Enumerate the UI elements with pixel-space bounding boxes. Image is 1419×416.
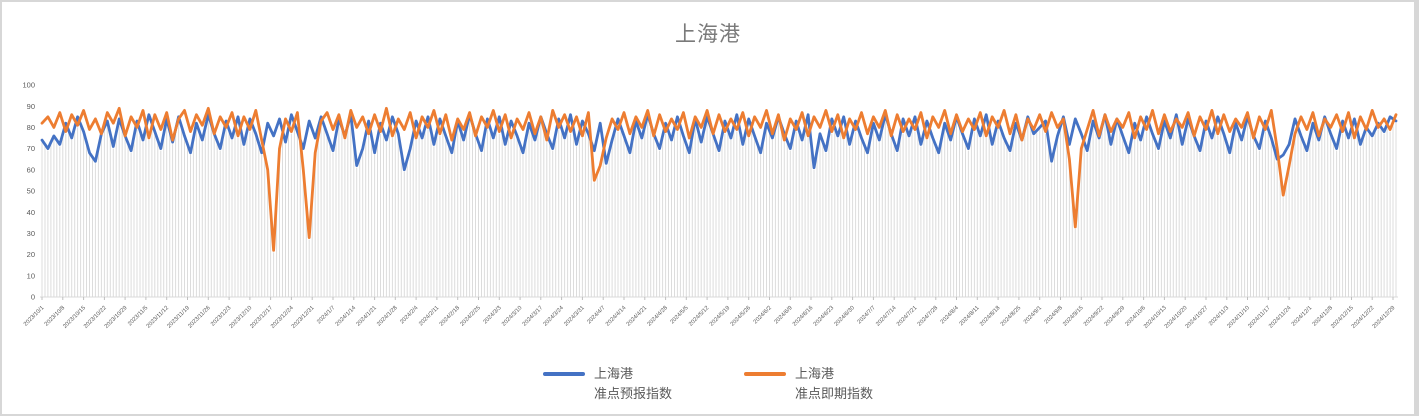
svg-text:2024/8/11: 2024/8/11 <box>959 305 981 327</box>
svg-text:2024/5/12: 2024/5/12 <box>688 305 710 327</box>
svg-text:20: 20 <box>27 250 35 259</box>
svg-text:2024/5/19: 2024/5/19 <box>709 305 731 327</box>
legend-line-sample-spot <box>744 371 786 376</box>
svg-text:2024/3/10: 2024/3/10 <box>501 305 523 327</box>
legend-label-spot-line1: 上海港 <box>795 365 835 381</box>
legend-item-forecast[interactable]: 上海港 准点预报指数 <box>542 364 672 404</box>
chart-legend: 上海港 准点预报指数 上海港 准点即期指数 <box>2 364 1414 404</box>
x-axis-labels: 2023/10/12023/10/82023/10/152023/10/2220… <box>23 297 1396 330</box>
svg-text:2024/4/21: 2024/4/21 <box>626 305 648 327</box>
svg-text:2024/8/25: 2024/8/25 <box>1000 305 1022 327</box>
svg-text:2024/2/4: 2024/2/4 <box>399 305 420 326</box>
svg-text:2024/7/28: 2024/7/28 <box>917 305 939 327</box>
svg-text:2024/9/15: 2024/9/15 <box>1062 305 1084 327</box>
svg-text:100: 100 <box>22 81 35 90</box>
legend-line-sample-forecast <box>542 371 585 376</box>
svg-text:2024/4/7: 2024/4/7 <box>586 305 606 325</box>
svg-text:2024/3/31: 2024/3/31 <box>563 305 585 327</box>
svg-text:2024/6/16: 2024/6/16 <box>792 305 814 327</box>
svg-text:80: 80 <box>27 123 35 132</box>
svg-text:0: 0 <box>31 293 35 302</box>
svg-text:40: 40 <box>27 208 35 217</box>
svg-text:2024/8/4: 2024/8/4 <box>940 305 961 326</box>
svg-text:2024/12/1: 2024/12/1 <box>1291 305 1313 327</box>
svg-text:2024/2/11: 2024/2/11 <box>418 305 440 327</box>
series-line-forecast[interactable] <box>40 113 1398 172</box>
svg-text:2024/6/23: 2024/6/23 <box>813 305 835 327</box>
svg-text:2024/1/28: 2024/1/28 <box>376 305 398 327</box>
svg-text:2024/1/14: 2024/1/14 <box>335 305 358 328</box>
chart-title: 上海港 <box>675 23 741 46</box>
svg-text:2024/1/21: 2024/1/21 <box>356 305 378 327</box>
svg-text:2024/4/28: 2024/4/28 <box>647 305 669 327</box>
svg-text:70: 70 <box>27 144 35 153</box>
svg-text:2024/9/22: 2024/9/22 <box>1083 305 1105 327</box>
series-line-spot[interactable] <box>40 106 1398 252</box>
svg-text:2024/6/9: 2024/6/9 <box>774 305 794 325</box>
legend-label-spot: 上海港 准点即期指数 <box>795 364 873 404</box>
svg-text:50: 50 <box>27 187 35 196</box>
svg-text:2024/7/14: 2024/7/14 <box>875 305 898 328</box>
legend-label-forecast-line1: 上海港 <box>593 365 633 381</box>
legend-label-forecast: 上海港 准点预报指数 <box>594 364 672 404</box>
droplines <box>41 116 1397 297</box>
svg-text:2023/11/26: 2023/11/26 <box>187 305 211 329</box>
svg-text:2024/9/29: 2024/9/29 <box>1104 305 1126 327</box>
svg-text:30: 30 <box>27 229 35 238</box>
svg-text:2024/6/2: 2024/6/2 <box>753 305 773 325</box>
legend-label-forecast-line2: 准点预报指数 <box>593 385 672 401</box>
svg-text:10: 10 <box>27 271 35 280</box>
svg-text:2024/2/18: 2024/2/18 <box>439 305 461 327</box>
legend-item-spot[interactable]: 上海港 准点即期指数 <box>744 364 873 404</box>
svg-text:2024/12/29: 2024/12/29 <box>1372 305 1397 330</box>
legend-label-spot-line2: 准点即期指数 <box>795 385 874 401</box>
svg-text:2024/7/21: 2024/7/21 <box>896 305 918 327</box>
svg-text:2024/9/8: 2024/9/8 <box>1044 305 1064 325</box>
svg-text:2024/3/24: 2024/3/24 <box>543 305 566 328</box>
svg-text:2024/8/18: 2024/8/18 <box>979 305 1001 327</box>
svg-text:2024/11/24: 2024/11/24 <box>1268 305 1293 330</box>
svg-text:60: 60 <box>27 165 35 174</box>
svg-text:2024/9/1: 2024/9/1 <box>1023 305 1043 325</box>
y-axis-labels: 0 10 20 30 40 50 60 70 80 90 100 <box>22 81 35 302</box>
svg-text:2024/3/17: 2024/3/17 <box>522 305 544 327</box>
svg-text:2024/5/5: 2024/5/5 <box>670 305 690 325</box>
svg-text:90: 90 <box>27 102 35 111</box>
svg-text:2024/7/7: 2024/7/7 <box>857 305 877 325</box>
svg-text:2024/10/27: 2024/10/27 <box>1185 305 1210 330</box>
svg-text:2023/10/1: 2023/10/1 <box>23 305 45 327</box>
svg-text:2024/1/7: 2024/1/7 <box>316 305 336 325</box>
svg-text:2024/2/25: 2024/2/25 <box>459 305 481 327</box>
svg-text:2024/3/3: 2024/3/3 <box>483 305 503 325</box>
svg-text:2023/10/29: 2023/10/29 <box>104 305 129 330</box>
svg-text:2023/12/31: 2023/12/31 <box>291 305 316 330</box>
svg-text:2024/5/26: 2024/5/26 <box>730 305 752 327</box>
svg-text:2024/6/30: 2024/6/30 <box>834 305 856 327</box>
svg-text:2024/4/14: 2024/4/14 <box>605 305 628 328</box>
